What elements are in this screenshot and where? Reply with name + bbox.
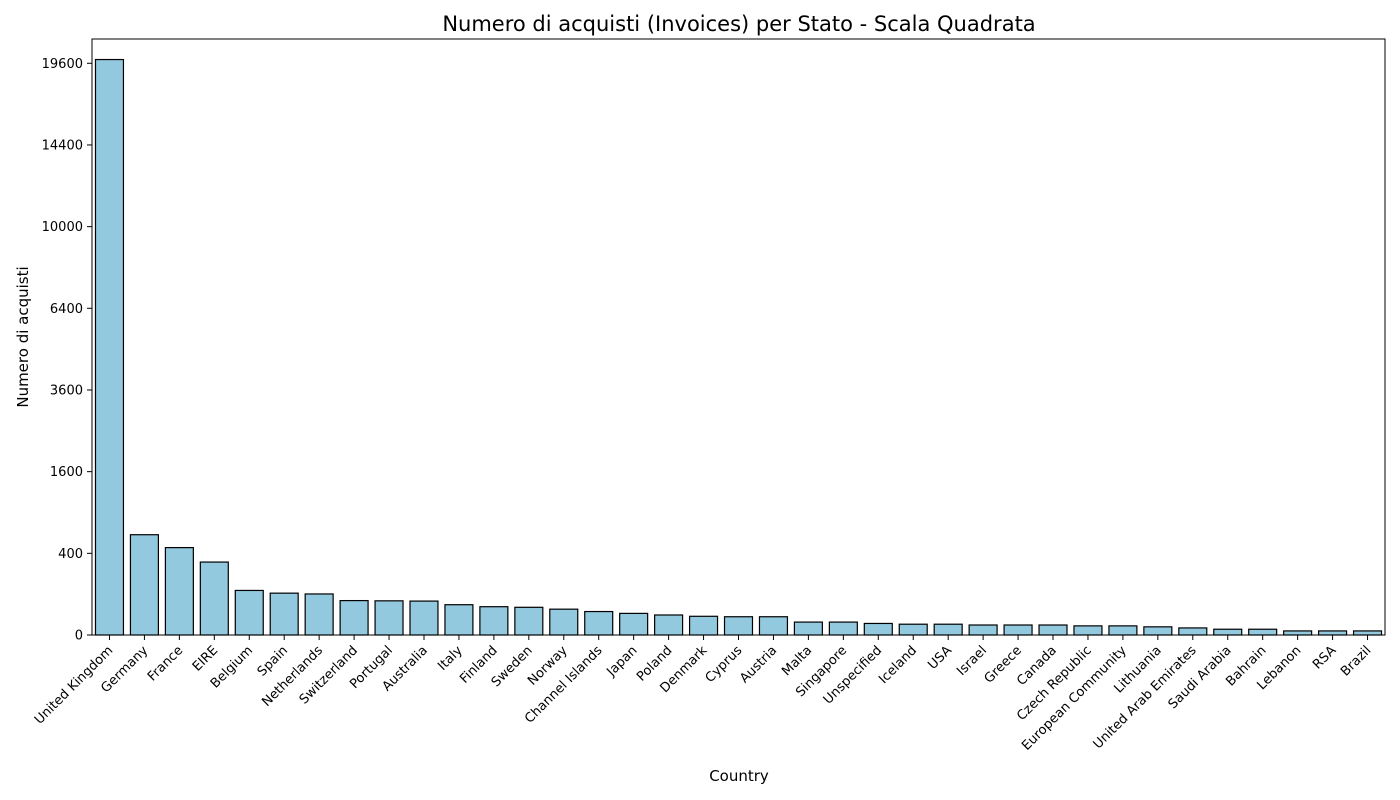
bar — [1143, 626, 1173, 636]
bar — [584, 610, 614, 636]
bar — [1178, 627, 1208, 636]
bar — [898, 623, 928, 636]
bar — [968, 624, 998, 636]
bar — [863, 622, 893, 636]
bar — [723, 616, 754, 636]
bar — [758, 616, 789, 636]
bar — [688, 615, 719, 636]
bar — [1248, 628, 1278, 636]
y-tick-label: 6400 — [50, 302, 83, 317]
y-tick-label: 1600 — [50, 465, 83, 480]
bar — [1213, 628, 1243, 636]
bar — [1352, 630, 1383, 636]
y-tick-label: 10000 — [42, 220, 83, 235]
y-axis-label: Numero di acquisti — [14, 266, 32, 407]
bar — [1108, 625, 1138, 636]
y-tick-label: 14400 — [42, 138, 83, 153]
bar — [1283, 630, 1313, 636]
bar — [933, 623, 963, 636]
y-tick-label: 19600 — [42, 57, 83, 72]
bar — [514, 606, 544, 636]
bar — [654, 614, 684, 636]
plot-frame — [91, 38, 1386, 636]
bar — [304, 593, 334, 636]
bar — [339, 599, 369, 636]
bar — [793, 621, 823, 636]
bar — [549, 608, 579, 636]
x-axis-label: Country — [709, 767, 769, 785]
bar — [828, 621, 858, 636]
chart-title: Numero di acquisti (Invoices) per Stato … — [442, 12, 1035, 36]
bar — [409, 600, 439, 636]
bar — [1317, 630, 1348, 636]
bars-group — [94, 58, 1383, 636]
bar — [199, 561, 229, 636]
bar — [1038, 624, 1068, 636]
y-tick-label: 400 — [58, 547, 83, 562]
bar — [444, 604, 474, 636]
bar — [479, 606, 509, 636]
y-axis: 0 400 1600 3600 6400 10000 14400 19600 — [42, 57, 92, 644]
bar — [94, 58, 125, 636]
bar — [269, 592, 299, 636]
bar — [374, 600, 404, 636]
bar — [164, 546, 194, 636]
bar — [1003, 624, 1033, 636]
y-tick-label: 3600 — [50, 383, 83, 398]
bar — [619, 612, 649, 636]
bar — [234, 589, 264, 636]
bar — [129, 534, 160, 636]
bar — [1073, 625, 1103, 636]
y-tick-label: 0 — [75, 629, 83, 644]
